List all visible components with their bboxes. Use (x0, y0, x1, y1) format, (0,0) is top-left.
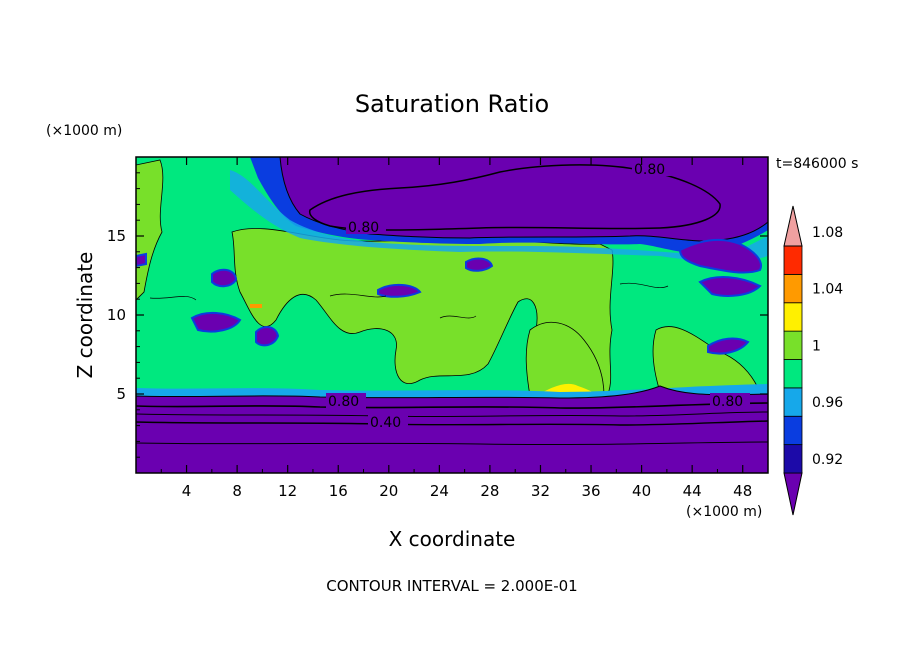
x-tick-label: 8 (232, 482, 242, 500)
field-dry-core (308, 164, 721, 231)
field-orange-spot (250, 304, 262, 308)
x-axis-label: X coordinate (389, 527, 516, 551)
y-tick-label: 15 (107, 227, 126, 245)
field-left-dry-patch-1 (190, 312, 242, 333)
contour-line-0-20 (136, 441, 768, 446)
field-left-dry-patch-3 (211, 268, 238, 288)
colorbar-upper-arrow (783, 205, 803, 247)
field-right-dry-patch-1 (678, 238, 762, 274)
field-right-dry-patch-3 (707, 337, 750, 355)
plot-area (136, 157, 768, 473)
colorbar-tick-label: 1 (812, 338, 821, 354)
y-unit-label: (×1000 m) (46, 123, 122, 139)
colorbar-segment (783, 359, 803, 389)
y-axis-label: Z coordinate (73, 252, 97, 379)
contour-line-0-40 (136, 420, 768, 426)
contour-line-0-80 (136, 402, 768, 409)
colorbar: 0.92 0.96 1 1.04 1.08 (783, 205, 843, 516)
contour-label-1: 0.80 (634, 162, 665, 178)
contour-label-2: 0.80 (348, 220, 379, 236)
field-supersaturated-region-center (525, 321, 605, 397)
contour-label-3: 0.80 (328, 394, 359, 410)
contour-label-4: 0.40 (370, 415, 401, 431)
time-label: t=846000 s (776, 156, 858, 172)
field-lower-dry-band (136, 385, 768, 473)
colorbar-segment (783, 444, 803, 474)
field-left-dry-patch-2 (255, 326, 280, 347)
contour-interval-label: CONTOUR INTERVAL = 2.000E-01 (326, 577, 577, 595)
x-tick-label: 48 (733, 482, 752, 500)
contour-label-5: 0.80 (712, 394, 743, 410)
field-supersaturated-region-right (652, 326, 761, 393)
field-left-dry-patch-5 (465, 257, 494, 272)
x-tick-label: 24 (430, 482, 449, 500)
x-tick-label: 16 (329, 482, 348, 500)
x-tick-label: 40 (632, 482, 651, 500)
colorbar-lower-arrow (783, 472, 803, 516)
colorbar-segment (783, 245, 803, 275)
x-unit-label: (×1000 m) (686, 504, 762, 520)
colorbar-segment (783, 330, 803, 360)
colorbar-tick-label: 0.96 (812, 395, 843, 411)
x-tick-label: 12 (278, 482, 297, 500)
contour-isoline-mid (149, 282, 669, 319)
y-tick-label: 5 (116, 385, 126, 403)
colorbar-segment (783, 415, 803, 446)
colorbar-segment (783, 273, 803, 304)
y-axis: 5 10 15 (107, 172, 768, 458)
colorbar-tick-label: 0.92 (812, 452, 843, 468)
colorbar-tick-label: 1.04 (812, 282, 843, 298)
colorbar-segment (783, 302, 803, 332)
field-right-dry-patch-2 (698, 276, 762, 297)
contour-line-0-60 (136, 411, 768, 418)
x-tick-label: 28 (480, 482, 499, 500)
field-left-dry-patch-6 (136, 252, 147, 268)
colorbar-segment (783, 387, 803, 417)
x-tick-label: 32 (531, 482, 550, 500)
x-tick-label: 20 (379, 482, 398, 500)
colorbar-tick-label: 1.08 (812, 225, 843, 241)
x-tick-label: 4 (182, 482, 192, 500)
field-lower-fringe (136, 384, 768, 398)
x-tick-label: 36 (581, 482, 600, 500)
chart-title: Saturation Ratio (355, 90, 549, 118)
x-axis: 4 8 12 16 20 24 28 32 36 40 44 48 (160, 157, 752, 500)
x-tick-label: 44 (683, 482, 702, 500)
field-left-dry-patch-4 (377, 284, 422, 298)
y-tick-label: 10 (107, 306, 126, 324)
